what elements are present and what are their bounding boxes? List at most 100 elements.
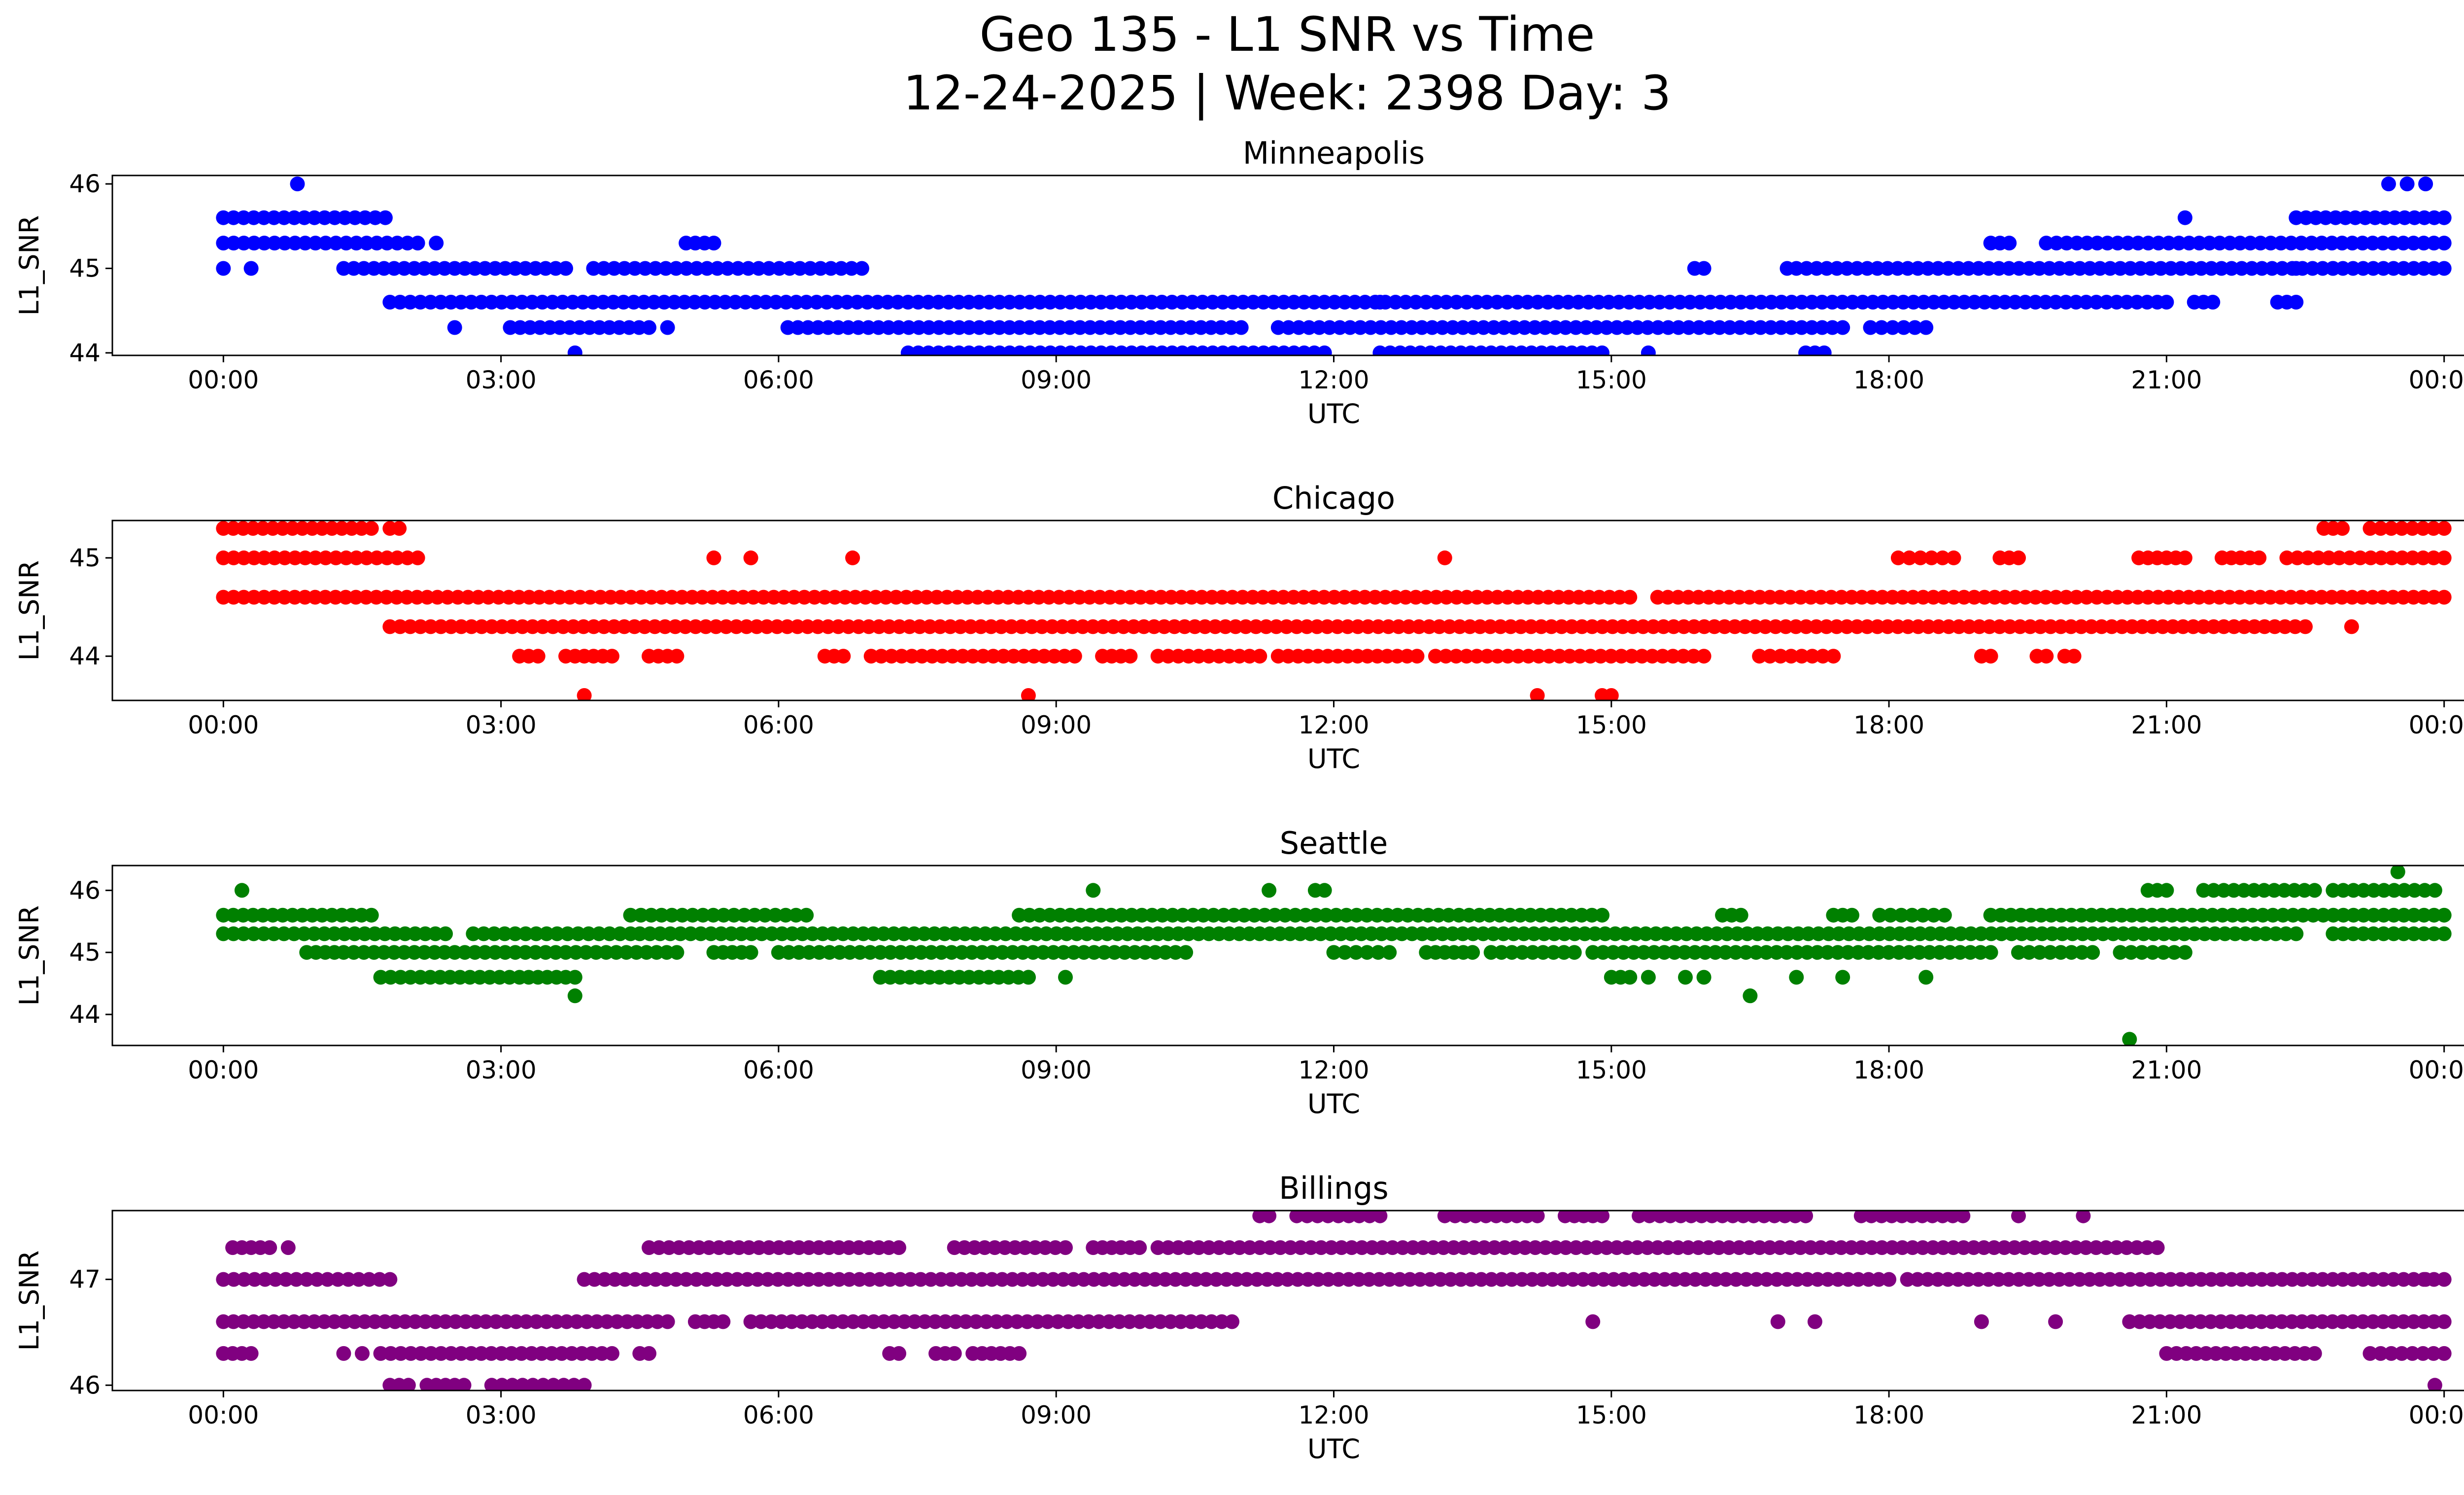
data-point	[658, 1272, 674, 1287]
data-point	[876, 1314, 891, 1329]
data-point	[1493, 619, 1508, 634]
data-point	[577, 1378, 592, 1391]
data-point	[2294, 1314, 2310, 1329]
data-point	[1794, 649, 1810, 664]
data-point	[1000, 590, 1016, 605]
y-tick-label: 46	[69, 170, 101, 198]
data-point	[2273, 236, 2289, 251]
data-point	[1972, 619, 1987, 634]
data-point	[1987, 295, 2002, 310]
data-point	[2264, 1272, 2280, 1287]
data-point	[355, 1346, 370, 1361]
data-point	[423, 619, 438, 634]
data-point	[1581, 590, 1597, 605]
data-point	[856, 926, 871, 941]
data-point	[874, 649, 889, 664]
data-point	[515, 619, 530, 634]
data-point	[785, 926, 800, 941]
data-point	[1733, 320, 1747, 335]
data-point	[1438, 295, 1454, 310]
data-point	[1433, 1272, 1448, 1287]
data-point	[964, 1272, 979, 1287]
data-point	[2123, 945, 2139, 960]
data-point	[1359, 907, 1374, 923]
data-point	[1660, 590, 1676, 605]
data-point	[1520, 295, 1535, 310]
data-point	[2355, 1314, 2370, 1329]
data-point	[1591, 295, 1606, 310]
data-point	[2053, 945, 2068, 960]
data-point	[346, 261, 361, 276]
data-point	[2078, 1240, 2093, 1255]
data-point	[1855, 295, 1870, 310]
data-point	[1290, 1272, 1305, 1287]
data-point	[1680, 590, 1696, 605]
data-point	[961, 320, 977, 335]
x-axis-label-minneapolis: UTC	[1307, 398, 1360, 429]
data-point	[2314, 236, 2329, 251]
data-point	[912, 619, 927, 634]
data-point	[687, 295, 702, 310]
data-point	[2390, 866, 2405, 879]
data-point	[1834, 590, 1849, 605]
data-point	[1408, 295, 1423, 310]
data-point	[1005, 945, 1020, 960]
data-point	[1997, 590, 2013, 605]
data-point	[2265, 907, 2281, 923]
data-point	[2139, 1240, 2155, 1255]
data-point	[1148, 945, 1163, 960]
data-point	[2022, 619, 2038, 634]
data-point	[2345, 1272, 2361, 1287]
data-point	[2356, 926, 2371, 941]
data-point	[1697, 619, 1712, 634]
data-point	[2316, 907, 2331, 923]
data-point	[2242, 590, 2258, 605]
data-point	[308, 550, 323, 565]
data-point	[437, 261, 452, 276]
data-point	[901, 320, 916, 335]
data-point	[236, 926, 251, 941]
data-point	[1974, 1314, 1989, 1329]
x-tick-label: 06:00	[743, 711, 814, 739]
data-point	[2376, 883, 2392, 898]
data-point	[246, 210, 261, 225]
data-point	[603, 590, 618, 605]
data-point	[921, 295, 936, 310]
data-point	[1085, 619, 1100, 634]
series-points-chicago	[216, 521, 2452, 700]
data-point	[1743, 320, 1758, 335]
data-point	[297, 210, 312, 225]
data-point	[1569, 1240, 1584, 1255]
data-point	[1082, 590, 1097, 605]
data-point	[1357, 590, 1372, 605]
data-point	[2304, 236, 2319, 251]
data-point	[401, 1378, 416, 1391]
data-point	[1922, 945, 1937, 960]
data-point	[2196, 883, 2211, 898]
data-point	[1415, 1240, 1431, 1255]
data-point	[1036, 649, 1052, 664]
data-point	[2133, 1272, 2148, 1287]
data-point	[1354, 1240, 1369, 1255]
data-point	[2321, 550, 2336, 565]
data-point	[346, 945, 361, 960]
data-point	[1513, 619, 1529, 634]
data-point	[216, 236, 231, 251]
data-point	[1930, 1272, 1946, 1287]
data-point	[1449, 590, 1464, 605]
data-point	[1157, 619, 1172, 634]
data-point	[1884, 1240, 1900, 1255]
data-point	[1331, 1272, 1346, 1287]
data-point	[2213, 1314, 2228, 1329]
data-point	[817, 590, 832, 605]
data-point	[2334, 590, 2350, 605]
data-point	[1027, 1240, 1043, 1255]
data-point	[669, 945, 684, 960]
data-point	[980, 590, 995, 605]
data-point	[216, 926, 231, 941]
data-point	[2212, 236, 2227, 251]
data-point	[390, 236, 405, 251]
data-point	[1923, 926, 1938, 941]
data-point	[1841, 1272, 1856, 1287]
